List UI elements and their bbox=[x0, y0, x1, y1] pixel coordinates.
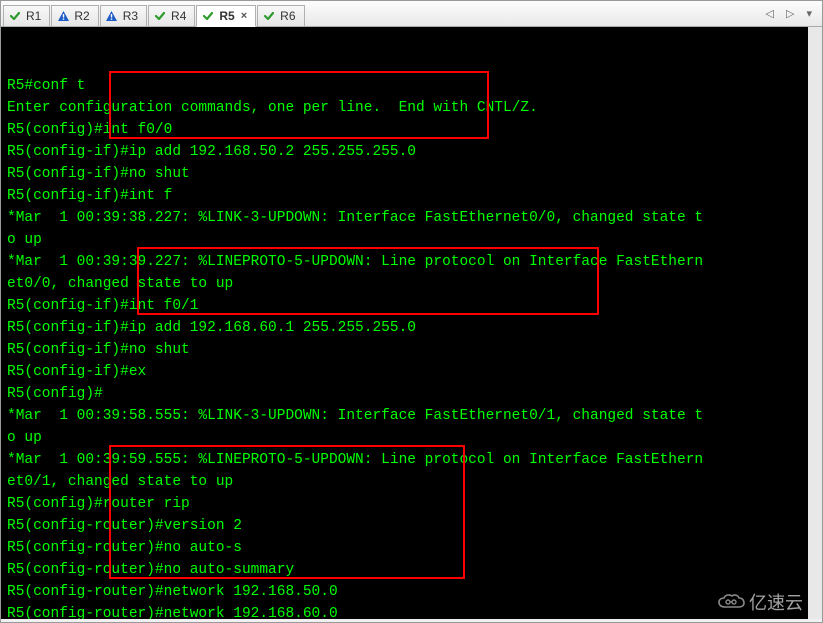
tab-label: R5 bbox=[219, 9, 234, 23]
terminal-line: R5#conf t bbox=[7, 75, 802, 97]
terminal-line: R5(config-if)#no shut bbox=[7, 339, 802, 361]
terminal-line: R5(config-router)#network 192.168.50.0 bbox=[7, 581, 802, 603]
check-icon bbox=[153, 9, 167, 23]
tab-label: R2 bbox=[74, 9, 89, 23]
tab-r4[interactable]: R4 bbox=[148, 5, 195, 27]
terminal-line: R5(config-router)#version 2 bbox=[7, 515, 802, 537]
watermark-cloud-icon bbox=[717, 593, 745, 611]
terminal-line: R5(config-router)#no auto-summary bbox=[7, 559, 802, 581]
tab-label: R4 bbox=[171, 9, 186, 23]
terminal-output[interactable]: R5#conf tEnter configuration commands, o… bbox=[1, 27, 822, 619]
terminal-line: R5(config-router)#no auto-s bbox=[7, 537, 802, 559]
tab-r6[interactable]: R6 bbox=[257, 5, 304, 27]
terminal-line: *Mar 1 00:39:38.227: %LINK-3-UPDOWN: Int… bbox=[7, 207, 802, 229]
tab-r2[interactable]: R2 bbox=[51, 5, 98, 27]
terminal-line: R5(config)#int f0/0 bbox=[7, 119, 802, 141]
terminal-line: R5(config-if)#ip add 192.168.60.1 255.25… bbox=[7, 317, 802, 339]
tab-r3[interactable]: R3 bbox=[100, 5, 147, 27]
terminal-line: R5(config-if)#int f0/1 bbox=[7, 295, 802, 317]
scrollbar-thumb[interactable] bbox=[811, 86, 821, 548]
terminal-line: et0/0, changed state to up bbox=[7, 273, 802, 295]
tab-scroll-right-icon[interactable]: ▷ bbox=[782, 7, 798, 20]
scroll-down-icon[interactable]: ▼ bbox=[809, 605, 822, 619]
tab-r5[interactable]: R5 × bbox=[196, 5, 256, 27]
tab-scroll-controls: ◁ ▷ ▾ bbox=[762, 7, 820, 20]
tab-close-icon[interactable]: × bbox=[241, 10, 247, 22]
tab-label: R1 bbox=[26, 9, 41, 23]
terminal-line: R5(config-if)#no shut bbox=[7, 163, 802, 185]
check-icon bbox=[201, 9, 215, 23]
terminal-line: *Mar 1 00:39:39.227: %LINEPROTO-5-UPDOWN… bbox=[7, 251, 802, 273]
terminal-line: *Mar 1 00:39:59.555: %LINEPROTO-5-UPDOWN… bbox=[7, 449, 802, 471]
tab-r1[interactable]: R1 bbox=[3, 5, 50, 27]
tab-label: R6 bbox=[280, 9, 295, 23]
check-icon bbox=[262, 9, 276, 23]
terminal-line: *Mar 1 00:39:58.555: %LINK-3-UPDOWN: Int… bbox=[7, 405, 802, 427]
terminal-line: o up bbox=[7, 229, 802, 251]
tab-label: R3 bbox=[123, 9, 138, 23]
tab-scroll-left-icon[interactable]: ◁ bbox=[762, 7, 778, 20]
terminal-line: R5(config-router)#network 192.168.60.0 bbox=[7, 603, 802, 619]
terminal-line: o up bbox=[7, 427, 802, 449]
terminal-line: R5(config-if)#int f bbox=[7, 185, 802, 207]
terminal-line: R5(config-if)#ip add 192.168.50.2 255.25… bbox=[7, 141, 802, 163]
terminal-line: R5(config-if)#ex bbox=[7, 361, 802, 383]
terminal-line: Enter configuration commands, one per li… bbox=[7, 97, 802, 119]
watermark-text: 亿速云 bbox=[749, 589, 803, 615]
tab-bar: R1 R2 R3 R4 R5 × R6 ◁ ▷ ▾ bbox=[1, 1, 822, 27]
terminal-scrollbar[interactable]: ▲ ▼ bbox=[808, 27, 822, 619]
tab-menu-icon[interactable]: ▾ bbox=[802, 7, 816, 20]
check-icon bbox=[8, 9, 22, 23]
terminal-line: R5(config)#router rip bbox=[7, 493, 802, 515]
watermark: 亿速云 bbox=[717, 589, 803, 615]
terminal-line: et0/1, changed state to up bbox=[7, 471, 802, 493]
scroll-up-icon[interactable]: ▲ bbox=[809, 27, 822, 41]
warning-icon bbox=[105, 9, 119, 23]
warning-icon bbox=[56, 9, 70, 23]
terminal-line: R5(config)# bbox=[7, 383, 802, 405]
